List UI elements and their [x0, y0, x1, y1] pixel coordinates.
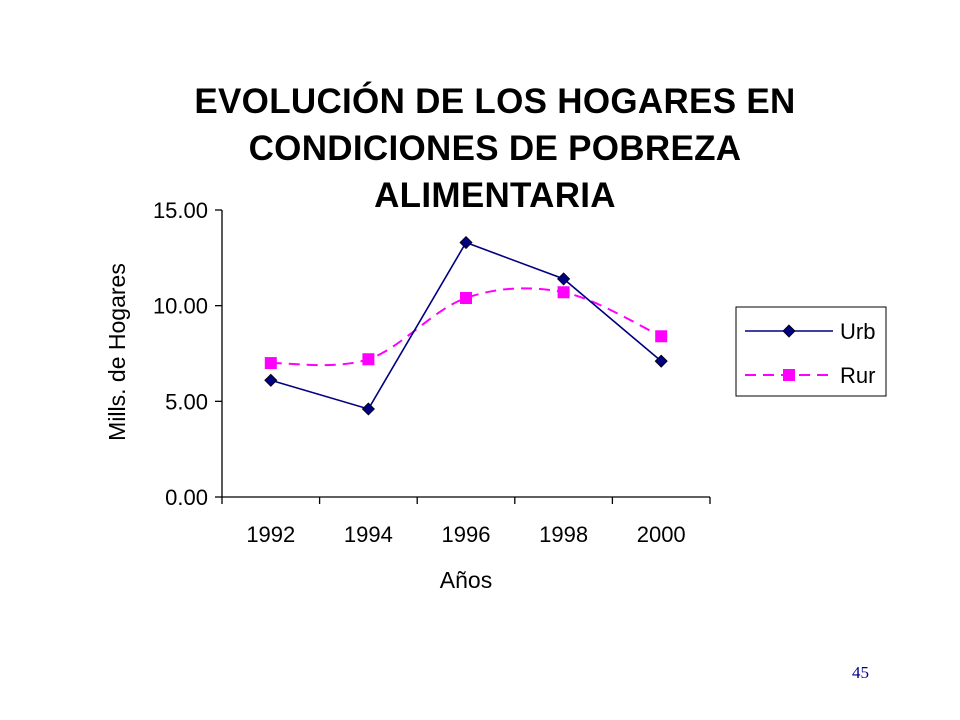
- data-point-urb-1992: [264, 373, 278, 387]
- chart-legend: Urb Rur: [735, 306, 887, 397]
- legend-item-urb: Urb: [745, 319, 875, 344]
- chart-axes: 0.00 5.00 10.00 15.00 1992 1994 1996 1998 2000 Añ…: [104, 198, 711, 593]
- x-tick-label: 1992: [246, 522, 295, 547]
- x-tick-label: 1994: [344, 522, 393, 547]
- y-tick-label: 0.00: [165, 485, 208, 510]
- series-urb: [264, 235, 668, 416]
- x-axis-label: Años: [440, 567, 492, 593]
- legend-item-rur: Rur: [745, 363, 875, 388]
- data-point-urb-1996: [459, 235, 473, 250]
- y-axis-label: Mills. de Hogares: [104, 263, 130, 441]
- chart-title-line-2: CONDICIONES DE POBREZA: [248, 129, 742, 168]
- series-rur: [264, 286, 668, 370]
- data-point-rur-1998: [557, 286, 570, 299]
- x-tick-label: 1996: [442, 522, 491, 547]
- data-point-urb-1998: [557, 272, 571, 286]
- page-number: 45: [852, 663, 869, 682]
- x-tick-label: 2000: [637, 522, 686, 547]
- chart-series: [264, 235, 668, 416]
- data-point-rur-1996: [460, 292, 472, 305]
- series-line-rur: [270, 287, 662, 367]
- chart-title-line-3: ALIMENTARIA: [374, 176, 616, 215]
- chart-title-line-1: EVOLUCIÓN DE LOS HOGARES EN: [194, 82, 796, 121]
- y-tick-label: 5.00: [165, 389, 208, 414]
- data-point-rur-1994: [362, 353, 375, 366]
- data-point-rur-1992: [264, 357, 277, 370]
- series-line-urb: [270, 241, 662, 410]
- data-point-urb-2000: [654, 354, 668, 368]
- chart-title: EVOLUCIÓN DE LOS HOGARES EN CONDICIONES …: [150, 78, 840, 219]
- data-point-urb-1994: [361, 402, 375, 416]
- legend-marker-rur: [783, 369, 795, 381]
- legend-marker-urb: [782, 324, 796, 338]
- x-tick-label: 1998: [539, 522, 588, 547]
- legend-label-rur: Rur: [840, 363, 875, 388]
- legend-box: [735, 306, 887, 397]
- y-tick-label: 15.00: [153, 198, 208, 223]
- y-tick-label: 10.00: [153, 294, 208, 319]
- data-point-rur-2000: [655, 330, 668, 343]
- legend-label-urb: Urb: [840, 319, 875, 344]
